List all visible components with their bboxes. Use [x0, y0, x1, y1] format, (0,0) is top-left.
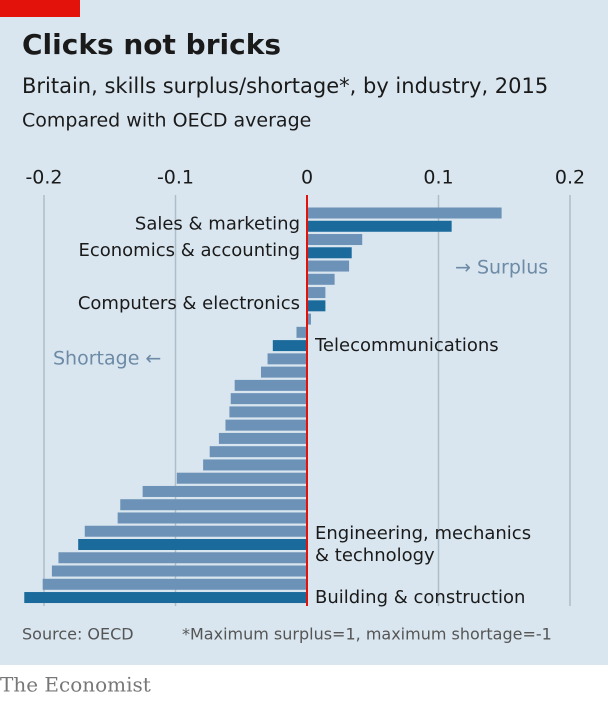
bar	[117, 512, 307, 524]
bar	[209, 446, 307, 458]
bar	[58, 552, 308, 564]
annotation: Shortage ←	[53, 348, 161, 370]
bar	[51, 565, 307, 577]
category-label-box: Engineering, mechanics & technology	[315, 505, 540, 585]
x-tick-label: -0.2	[25, 167, 62, 189]
bar	[142, 485, 307, 497]
brand-tag	[0, 0, 80, 17]
chart-subtitle: Britain, skills surplus/shortage*, by in…	[22, 74, 548, 98]
category-label-box: Telecommunications	[315, 306, 540, 386]
bar	[307, 260, 350, 272]
x-tick-label: 0.1	[423, 167, 453, 189]
bar	[24, 592, 308, 604]
bar	[307, 313, 311, 325]
bar	[307, 273, 335, 285]
bar	[218, 432, 307, 444]
bar	[260, 366, 307, 378]
bar	[234, 379, 307, 391]
category-label: Computers & electronics	[78, 293, 300, 314]
bar	[78, 539, 307, 550]
chart-title: Clicks not bricks	[22, 28, 281, 61]
bar	[307, 234, 363, 246]
x-tick-label: 0.2	[555, 167, 585, 189]
bar	[229, 406, 307, 418]
category-label: Engineering, mechanics & technology	[315, 522, 532, 566]
bar	[120, 499, 308, 511]
bar	[176, 472, 307, 484]
bar	[42, 578, 308, 590]
x-tick-label: -0.1	[157, 167, 194, 189]
bar	[307, 300, 326, 312]
brand: The Economist	[0, 673, 151, 697]
category-label: Sales & marketing	[135, 213, 300, 234]
category-label: Economics & accounting	[78, 240, 300, 261]
category-label-box: Building & construction	[315, 558, 540, 638]
bar	[272, 340, 307, 352]
bar	[307, 287, 326, 299]
footnote: *Maximum surplus=1, maximum shortage=-1	[182, 625, 552, 644]
bar	[203, 459, 307, 471]
category-label: Telecommunications	[315, 334, 499, 356]
bar	[267, 353, 307, 365]
annotation: → Surplus	[455, 257, 548, 279]
category-label: Building & construction	[315, 586, 526, 608]
axis-label: Compared with OECD average	[22, 110, 311, 132]
bar	[230, 393, 307, 405]
x-tick-label: 0	[301, 167, 313, 189]
category-label-wrap: Building & construction	[315, 558, 540, 638]
bar	[307, 220, 452, 232]
bar	[307, 247, 352, 259]
bar	[307, 207, 502, 219]
category-label-wrap: Engineering, mechanics & technology	[315, 505, 540, 585]
source: Source: OECD	[22, 625, 134, 644]
bar	[296, 326, 307, 338]
bar	[225, 419, 307, 431]
bar	[84, 525, 307, 537]
category-label-wrap: Telecommunications	[315, 306, 540, 386]
